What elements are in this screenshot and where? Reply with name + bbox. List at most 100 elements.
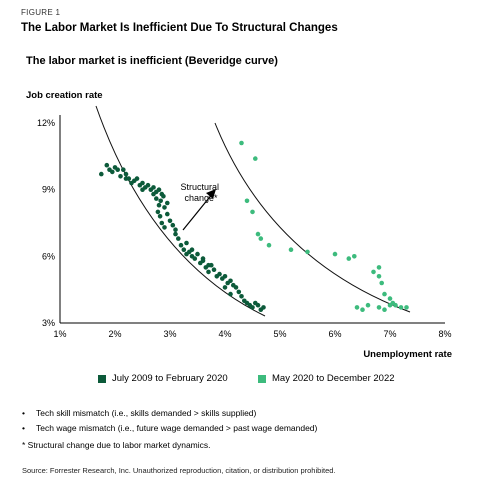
note-bullet-wage: • Tech wage mismatch (i.e., future wage d…	[22, 421, 317, 436]
data-point-post-pandemic	[379, 280, 385, 286]
data-point-pre-pandemic	[123, 171, 129, 177]
data-point-pre-pandemic	[145, 182, 151, 188]
data-point-pre-pandemic	[222, 285, 228, 290]
beveridge-chart: Job creation rate Unemployment rate 1% 2%…	[26, 90, 452, 360]
x-tick-label: 7%	[383, 329, 396, 339]
data-point-pre-pandemic	[162, 205, 167, 210]
data-point-post-pandemic	[352, 253, 357, 259]
data-point-pre-pandemic	[173, 231, 178, 237]
data-point-pre-pandemic	[104, 162, 110, 168]
footnote: * Structural change due to labor market …	[22, 440, 211, 450]
chart-title: The labor market is inefficient (Beverid…	[26, 55, 278, 67]
bullet-icon: •	[22, 423, 25, 433]
data-point-pre-pandemic	[156, 187, 162, 192]
data-point-post-pandemic	[371, 269, 376, 275]
data-point-pre-pandemic	[151, 191, 156, 197]
legend-label-pre-pandemic: July 2009 to February 2020	[112, 373, 228, 384]
data-point-post-pandemic	[376, 265, 382, 270]
data-point-post-pandemic	[258, 236, 264, 241]
data-point-pre-pandemic	[233, 285, 239, 290]
data-point-post-pandemic	[346, 256, 352, 261]
data-points	[99, 140, 409, 313]
data-point-pre-pandemic	[157, 214, 163, 219]
data-point-pre-pandemic	[140, 180, 145, 186]
data-point-pre-pandemic	[261, 305, 266, 310]
data-point-pre-pandemic	[123, 176, 129, 181]
data-point-post-pandemic	[250, 209, 255, 215]
data-point-pre-pandemic	[178, 242, 184, 248]
data-point-pre-pandemic	[162, 225, 167, 230]
data-point-pre-pandemic	[167, 218, 173, 224]
x-tick-label: 5%	[273, 329, 286, 339]
data-point-pre-pandemic	[206, 262, 211, 268]
legend-label-post-pandemic: May 2020 to December 2022	[272, 373, 395, 384]
data-point-post-pandemic	[404, 305, 409, 310]
data-point-pre-pandemic	[239, 294, 244, 299]
figure-title: The Labor Market Is Inefficient Due To S…	[21, 22, 338, 34]
data-point-pre-pandemic	[118, 174, 123, 179]
y-axis-label: Job creation rate	[26, 90, 103, 101]
x-tick-label: 1%	[53, 329, 66, 339]
arrow-head-icon	[206, 189, 216, 199]
legend-item-post-pandemic: May 2020 to December 2022	[258, 373, 395, 384]
data-point-pre-pandemic	[115, 167, 120, 172]
x-axis-label: Unemployment rate	[363, 349, 452, 360]
data-point-pre-pandemic	[158, 198, 163, 204]
data-point-pre-pandemic	[134, 176, 140, 181]
data-point-post-pandemic	[393, 302, 398, 308]
data-point-pre-pandemic	[217, 271, 222, 277]
x-tick-label: 8%	[438, 329, 451, 339]
legend-swatch-light-green	[258, 374, 266, 383]
data-point-pre-pandemic	[192, 256, 198, 261]
x-tick-labels: 1% 2% 3% 4% 5% 6% 7% 8%	[53, 329, 451, 339]
data-point-pre-pandemic	[255, 302, 261, 308]
data-point-post-pandemic	[387, 296, 393, 301]
data-point-pre-pandemic	[165, 211, 170, 217]
data-point-pre-pandemic	[184, 240, 189, 246]
y-tick-label: 6%	[42, 251, 55, 261]
curve-pre-pandemic	[95, 105, 266, 317]
structural-change-annotation: Structural change*	[180, 182, 221, 203]
data-point-post-pandemic	[288, 247, 294, 252]
data-point-post-pandemic	[360, 307, 365, 313]
data-point-pre-pandemic	[151, 185, 156, 190]
data-point-post-pandemic	[398, 305, 404, 310]
data-point-pre-pandemic	[206, 269, 211, 275]
data-point-post-pandemic	[244, 198, 250, 204]
data-point-pre-pandemic	[211, 267, 217, 273]
data-point-pre-pandemic	[156, 202, 162, 208]
data-point-pre-pandemic	[228, 278, 233, 284]
y-tick-labels: 3% 6% 9% 12%	[37, 118, 55, 328]
data-point-pre-pandemic	[170, 222, 176, 228]
data-point-pre-pandemic	[189, 247, 195, 252]
data-point-pre-pandemic	[222, 274, 228, 279]
y-tick-label: 9%	[42, 185, 55, 195]
legend-item-pre-pandemic: July 2009 to February 2020	[98, 373, 228, 384]
data-point-pre-pandemic	[173, 227, 178, 232]
data-point-pre-pandemic	[110, 169, 115, 175]
data-point-post-pandemic	[387, 302, 393, 308]
data-point-pre-pandemic	[165, 200, 170, 206]
notes: • Tech skill mismatch (i.e., skills deman…	[22, 406, 317, 453]
data-point-pre-pandemic	[250, 305, 255, 310]
data-point-post-pandemic	[253, 156, 258, 161]
x-tick-label: 6%	[328, 329, 341, 339]
data-point-post-pandemic	[332, 251, 338, 257]
data-point-pre-pandemic	[159, 220, 165, 226]
y-tick-label: 12%	[37, 118, 55, 128]
data-point-pre-pandemic	[99, 171, 104, 177]
data-point-post-pandemic	[382, 307, 387, 313]
data-point-pre-pandemic	[155, 209, 161, 215]
data-point-post-pandemic	[376, 274, 382, 279]
data-point-pre-pandemic	[181, 247, 187, 252]
data-point-pre-pandemic	[200, 256, 206, 261]
data-point-pre-pandemic	[176, 236, 181, 241]
figure-label: FIGURE 1	[21, 8, 61, 17]
data-point-post-pandemic	[305, 249, 310, 255]
x-tick-label: 4%	[218, 329, 231, 339]
legend-swatch-dark-green	[98, 374, 106, 383]
data-point-post-pandemic	[255, 231, 261, 237]
y-tick-label: 3%	[42, 318, 55, 328]
data-point-post-pandemic	[354, 305, 360, 310]
x-tick-label: 3%	[163, 329, 176, 339]
